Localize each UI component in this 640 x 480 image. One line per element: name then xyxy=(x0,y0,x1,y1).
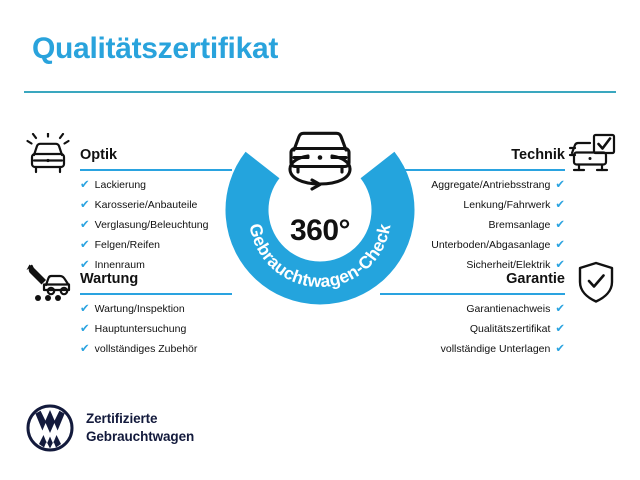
check-icon: ✔ xyxy=(80,302,90,315)
list-item-label: Felgen/Reifen xyxy=(94,239,161,251)
list-item: Sicherheit/Elektrik ✔ xyxy=(380,258,565,272)
list-item: Bremsanlage ✔ xyxy=(380,218,565,232)
title-divider xyxy=(24,91,616,93)
check-icon: ✔ xyxy=(555,322,565,335)
list-item-label: Unterboden/Abgasanlage xyxy=(431,239,551,251)
section-divider-optik xyxy=(80,168,232,171)
wrench-car-drops-icon xyxy=(24,262,72,304)
list-item: ✔ Hauptuntersuchung xyxy=(80,322,232,336)
list-item: Unterboden/Abgasanlage ✔ xyxy=(380,238,565,252)
list-item: ✔ Karosserie/Anbauteile xyxy=(80,198,232,212)
list-item: Lenkung/Fahrwerk ✔ xyxy=(380,198,565,212)
list-item: vollständige Unterlagen ✔ xyxy=(380,342,565,356)
check-icon: ✔ xyxy=(555,258,565,271)
vw-footer-line2: Gebrauchtwagen xyxy=(86,429,195,444)
list-item-label: Qualitätszertifikat xyxy=(469,323,551,335)
list-item: ✔ Lackierung xyxy=(80,178,232,192)
section-garantie: Garantie Garantienachweis ✔ Qualitätszer… xyxy=(380,272,565,364)
check-icon: ✔ xyxy=(80,218,90,231)
check-icon: ✔ xyxy=(555,302,565,315)
list-item: Qualitätszertifikat ✔ xyxy=(380,322,565,336)
section-divider-wartung xyxy=(80,292,232,295)
section-divider-garantie xyxy=(380,292,565,295)
list-item: ✔ vollständiges Zubehör xyxy=(80,342,232,356)
list-item-label: vollständige Unterlagen xyxy=(440,343,551,355)
list-item: ✔ Innenraum xyxy=(80,258,232,272)
360-gebrauchtwagen-check-badge: Gebrauchtwagen-Check 360° xyxy=(222,118,418,314)
vw-footer: Zertifizierte Gebrauchtwagen xyxy=(26,404,194,452)
list-item-label: Lenkung/Fahrwerk xyxy=(463,199,551,211)
vw-footer-line1: Zertifizierte xyxy=(86,411,158,427)
section-heading-garantie: Garantie xyxy=(506,271,565,287)
list-item-label: Sicherheit/Elektrik xyxy=(466,259,551,271)
check-icon: ✔ xyxy=(555,178,565,191)
check-icon: ✔ xyxy=(80,258,90,271)
list-item-label: Innenraum xyxy=(94,259,145,271)
section-wartung: Wartung ✔ Wartung/Inspektion ✔ Hauptunte… xyxy=(80,272,232,364)
list-item-label: Wartung/Inspektion xyxy=(94,303,185,315)
checklist-garantie: Garantienachweis ✔ Qualitätszertifikat ✔… xyxy=(380,302,565,356)
section-heading-optik: Optik xyxy=(80,147,118,163)
check-icon: ✔ xyxy=(80,198,90,211)
list-item-label: vollständiges Zubehör xyxy=(94,343,198,355)
list-item: ✔ Wartung/Inspektion xyxy=(80,302,232,316)
list-item-label: Karosserie/Anbauteile xyxy=(94,199,198,211)
check-icon: ✔ xyxy=(80,322,90,335)
list-item-label: Bremsanlage xyxy=(488,219,551,231)
section-heading-technik: Technik xyxy=(511,147,565,163)
section-optik: Optik ✔ Lackierung ✔ Karosserie/Anbautei… xyxy=(80,148,232,280)
list-item: ✔ Felgen/Reifen xyxy=(80,238,232,252)
check-icon: ✔ xyxy=(80,178,90,191)
check-icon: ✔ xyxy=(80,238,90,251)
list-item-label: Verglasung/Beleuchtung xyxy=(94,219,209,231)
list-item-label: Hauptuntersuchung xyxy=(94,323,187,335)
section-heading-wartung: Wartung xyxy=(80,271,139,287)
check-icon: ✔ xyxy=(555,218,565,231)
check-icon: ✔ xyxy=(80,342,90,355)
section-technik: Technik Aggregate/Antriebsstrang ✔ Lenku… xyxy=(380,148,565,280)
checklist-optik: ✔ Lackierung ✔ Karosserie/Anbauteile ✔ V… xyxy=(80,178,232,272)
list-item: Garantienachweis ✔ xyxy=(380,302,565,316)
list-item-label: Lackierung xyxy=(94,179,147,191)
list-item-label: Aggregate/Antriebsstrang xyxy=(431,179,551,191)
shield-check-icon xyxy=(576,261,616,305)
section-divider-technik xyxy=(380,168,565,171)
badge-degrees: 360° xyxy=(289,214,351,247)
check-icon: ✔ xyxy=(555,198,565,211)
vw-footer-text: Zertifizierte Gebrauchtwagen xyxy=(86,410,194,446)
checklist-wartung: ✔ Wartung/Inspektion ✔ Hauptuntersuchung… xyxy=(80,302,232,356)
car-shine-icon xyxy=(24,132,72,175)
list-item: Aggregate/Antriebsstrang ✔ xyxy=(380,178,565,192)
list-item-label: Garantienachweis xyxy=(466,303,551,315)
car-checkbox-icon xyxy=(568,133,616,175)
volkswagen-logo xyxy=(26,404,74,452)
page-title: Qualitätszertifikat xyxy=(32,32,279,65)
checklist-technik: Aggregate/Antriebsstrang ✔ Lenkung/Fahrw… xyxy=(380,178,565,272)
check-icon: ✔ xyxy=(555,342,565,355)
check-icon: ✔ xyxy=(555,238,565,251)
list-item: ✔ Verglasung/Beleuchtung xyxy=(80,218,232,232)
